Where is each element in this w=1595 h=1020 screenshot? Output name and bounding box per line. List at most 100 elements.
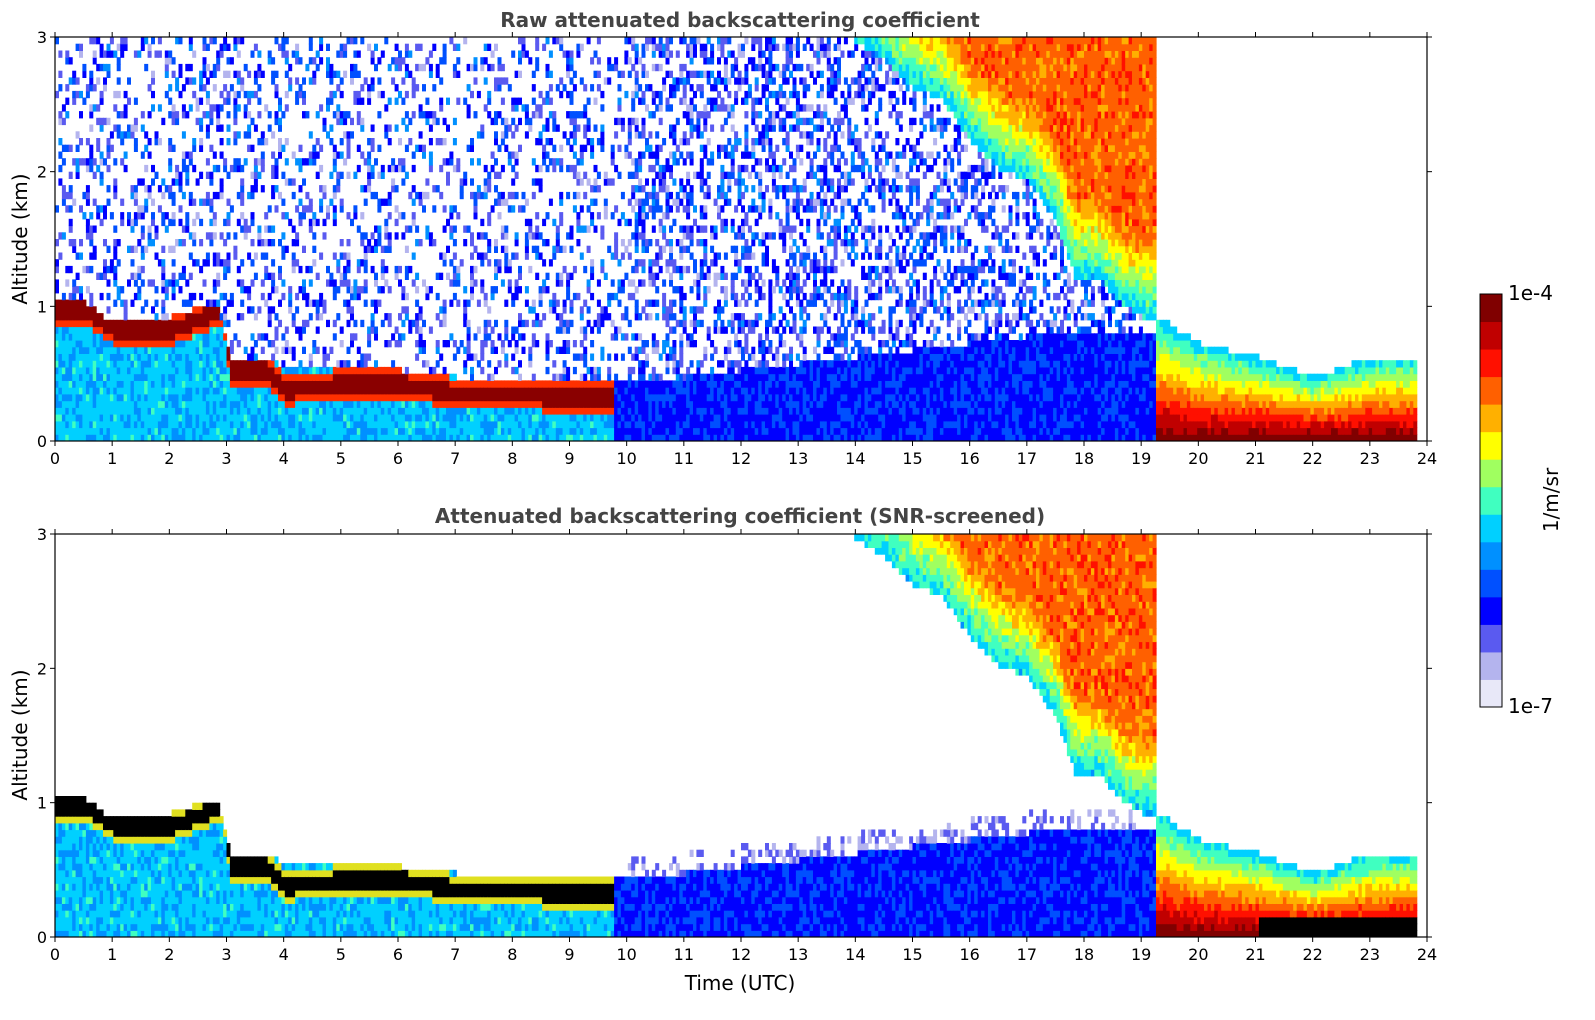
heatmap-cell: [394, 393, 399, 402]
heatmap-cell: [79, 380, 83, 388]
heatmap-cell: [387, 393, 392, 402]
heatmap-cell: [415, 380, 420, 388]
heatmap-cell: [614, 131, 619, 139]
heatmap-cell: [669, 259, 673, 267]
heatmap-cell: [665, 43, 670, 51]
heatmap-cell: [202, 400, 207, 408]
heatmap-cell: [583, 346, 588, 354]
heatmap-cell: [380, 366, 385, 375]
heatmap-cell: [401, 286, 406, 294]
heatmap-cell: [58, 70, 63, 78]
heatmap-cell: [154, 286, 159, 294]
heatmap-cell: [562, 393, 567, 402]
heatmap-cell: [75, 299, 80, 307]
heatmap-cell: [202, 43, 207, 51]
heatmap-cell: [494, 259, 498, 267]
heatmap-cell: [89, 387, 94, 395]
heatmap-cell: [130, 326, 135, 334]
heatmap-cell: [651, 63, 656, 72]
heatmap-cell: [507, 380, 512, 388]
heatmap-cell: [75, 326, 80, 334]
heatmap-cell: [425, 292, 430, 301]
heatmap-cell: [418, 333, 423, 341]
heatmap-cell: [669, 50, 673, 58]
heatmap-cell: [675, 319, 680, 328]
heatmap-cell: [274, 414, 279, 422]
heatmap-cell: [662, 387, 667, 395]
heatmap-cell: [302, 400, 306, 408]
heatmap-cell: [339, 326, 344, 334]
heatmap-cell: [281, 252, 286, 260]
heatmap-cell: [562, 380, 567, 388]
heatmap-cell: [82, 319, 87, 328]
heatmap-cell: [350, 427, 354, 435]
heatmap-cell: [133, 272, 138, 280]
heatmap-cell: [137, 346, 142, 354]
heatmap-cell: [418, 434, 423, 441]
heatmap-cell: [669, 279, 673, 287]
heatmap-cell: [233, 366, 238, 375]
heatmap-cell: [140, 353, 145, 361]
heatmap-cell: [446, 387, 450, 395]
heatmap-cell: [432, 427, 437, 435]
heatmap-cell: [452, 400, 457, 408]
heatmap-cell: [127, 212, 131, 220]
heatmap-cell: [137, 427, 142, 435]
heatmap-cell: [319, 366, 324, 375]
heatmap-cell: [603, 272, 608, 280]
heatmap-cell: [181, 326, 186, 334]
heatmap-cell: [559, 393, 564, 402]
heatmap-cell: [504, 131, 509, 139]
heatmap-cell: [202, 319, 207, 328]
heatmap-cell: [555, 245, 560, 253]
heatmap-cell: [535, 111, 540, 119]
heatmap-cell: [223, 387, 228, 395]
heatmap-cell: [470, 380, 474, 388]
heatmap-cell: [569, 117, 574, 126]
heatmap-cell: [175, 366, 180, 375]
heatmap-cell: [411, 164, 416, 173]
heatmap-cell: [600, 387, 605, 395]
heatmap-cell: [593, 414, 598, 422]
heatmap-cell: [693, 420, 697, 429]
heatmap-cell: [370, 124, 375, 132]
heatmap-cell: [133, 245, 138, 253]
heatmap-cell: [370, 50, 375, 58]
heatmap-cell: [353, 70, 358, 78]
heatmap-cell: [75, 393, 80, 402]
heatmap-cell: [593, 97, 598, 105]
heatmap-cell: [178, 373, 183, 381]
heatmap-cell: [572, 117, 577, 126]
heatmap-cell: [315, 218, 320, 227]
heatmap-cell: [322, 306, 327, 314]
heatmap-cell: [504, 434, 509, 441]
heatmap-cell: [106, 151, 111, 159]
heatmap-cell: [175, 373, 180, 381]
heatmap-cell: [576, 158, 581, 166]
heatmap-cell: [398, 434, 402, 441]
heatmap-cell: [209, 353, 214, 361]
heatmap-cell: [205, 380, 210, 388]
heatmap-cell: [521, 380, 526, 388]
heatmap-cell: [425, 232, 430, 240]
heatmap-cell: [61, 333, 66, 341]
heatmap-cell: [449, 427, 454, 435]
heatmap-cell: [133, 340, 138, 348]
heatmap-cell: [127, 360, 131, 368]
heatmap-cell: [120, 37, 125, 45]
heatmap-cell: [566, 63, 571, 72]
heatmap-cell: [617, 104, 622, 112]
heatmap-cell: [387, 414, 392, 422]
heatmap-cell: [291, 319, 296, 328]
heatmap-cell: [72, 313, 77, 321]
heatmap-cell: [312, 245, 317, 253]
heatmap-cell: [566, 191, 571, 200]
heatmap-cell: [483, 319, 488, 328]
heatmap-cell: [367, 97, 372, 105]
heatmap-cell: [398, 407, 402, 415]
heatmap-cell: [274, 420, 279, 429]
heatmap-cell: [229, 164, 234, 173]
heatmap-cell: [257, 360, 262, 368]
heatmap-cell: [288, 414, 293, 422]
